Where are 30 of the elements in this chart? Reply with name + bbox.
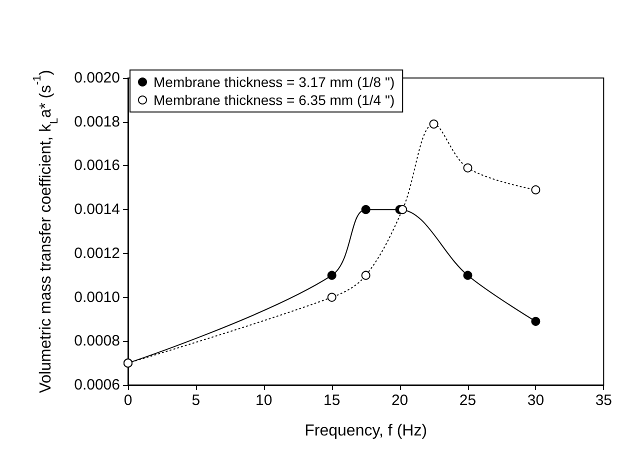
point <box>463 163 472 172</box>
point <box>531 316 540 326</box>
y-axis-title: Volumetric mass transfer coefficient, kLa* (s-1) <box>32 70 60 394</box>
point <box>429 120 438 129</box>
x-tick-label: 20 <box>391 392 408 409</box>
x-tick-label: 5 <box>192 392 200 409</box>
x-axis-title: Frequency, f (Hz) <box>304 422 428 440</box>
x-tick-label: 35 <box>595 392 612 409</box>
x-tick-label: 25 <box>459 392 476 409</box>
y-tick-label: 0.0018 <box>74 113 120 130</box>
y-tick-label: 0.0020 <box>74 70 120 86</box>
y-tick-label: 0.0016 <box>74 157 120 174</box>
x-tick-label: 30 <box>527 392 544 409</box>
point <box>327 270 336 280</box>
point <box>463 270 472 280</box>
y-tick-label: 0.0014 <box>74 201 120 218</box>
legend-label: Membrane thickness = 3.17 mm (1/8 ") <box>154 74 395 90</box>
point <box>361 205 370 214</box>
point <box>327 292 336 302</box>
y-tick-label: 0.0010 <box>74 288 120 306</box>
y-tick-label: 0.0006 <box>74 376 120 394</box>
point <box>398 205 408 214</box>
x-tick-label: 10 <box>256 392 272 409</box>
point <box>531 185 540 194</box>
point <box>361 270 370 280</box>
legend-label: Membrane thickness = 6.35 mm (1/4 ") <box>154 92 395 108</box>
x-tick-label: 15 <box>324 392 340 409</box>
x-tick-label: 0 <box>124 392 132 409</box>
y-tick-label: 0.0008 <box>74 332 120 350</box>
y-tick-label: 0.0012 <box>74 244 120 262</box>
